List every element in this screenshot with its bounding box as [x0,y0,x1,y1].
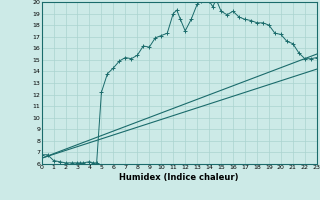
X-axis label: Humidex (Indice chaleur): Humidex (Indice chaleur) [119,173,239,182]
